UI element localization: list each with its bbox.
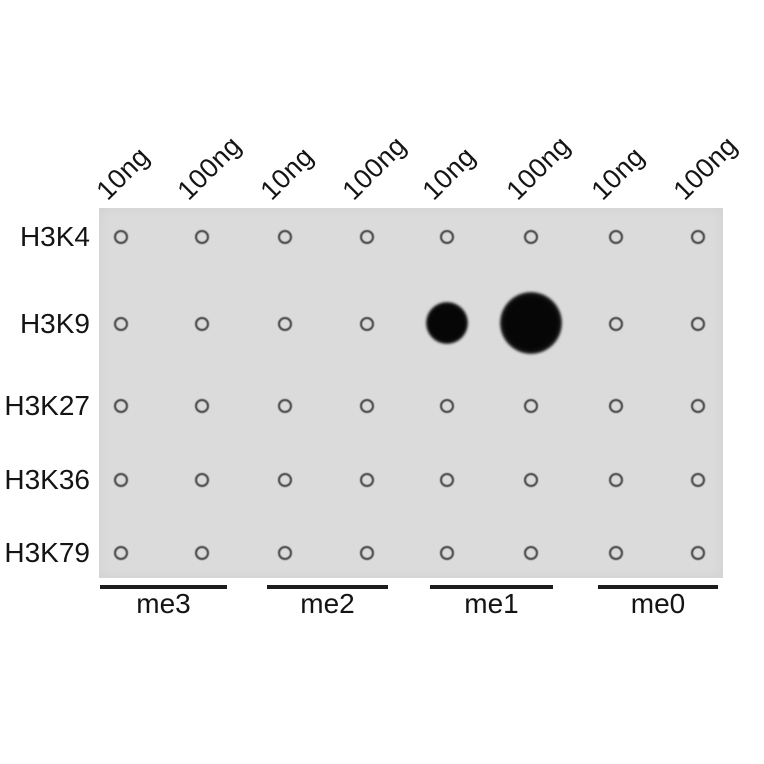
blot-circle <box>359 229 374 244</box>
blot-circle <box>277 316 292 331</box>
blot-membrane <box>99 208 723 578</box>
blot-circle <box>277 398 292 413</box>
blot-circle <box>608 472 623 487</box>
blot-circle <box>113 545 128 560</box>
group-methyl-label: me0 <box>630 588 686 619</box>
blot-circle <box>359 472 374 487</box>
blot-circle <box>277 545 292 560</box>
row-peptide-label: H3K9 <box>19 308 90 339</box>
blot-circle <box>359 545 374 560</box>
group-bar <box>430 585 553 589</box>
blot-circle <box>439 229 454 244</box>
blot-circle <box>690 316 705 331</box>
signal-spot <box>500 292 562 354</box>
group-bar <box>267 585 388 589</box>
row-peptide-label: H3K36 <box>4 464 90 495</box>
column-amount-label: 100ng <box>500 130 576 206</box>
column-amount-label: 10ng <box>585 141 651 206</box>
blot-circle <box>277 472 292 487</box>
group-methyl-label: me2 <box>300 588 355 619</box>
blot-circle <box>690 229 705 244</box>
blot-circle <box>523 545 538 560</box>
blot-circle <box>359 316 374 331</box>
blot-circle <box>194 472 209 487</box>
blot-circle <box>113 316 128 331</box>
group-bar <box>598 585 718 589</box>
blot-circle <box>439 545 454 560</box>
blot-circle <box>113 472 128 487</box>
column-amount-label: 100ng <box>667 130 743 206</box>
blot-circle <box>113 398 128 413</box>
blot-circle <box>194 398 209 413</box>
group-methyl-label: me3 <box>136 588 191 619</box>
row-peptide-label: H3K79 <box>4 537 90 568</box>
blot-circle <box>608 398 623 413</box>
column-amount-label: 100ng <box>171 130 247 206</box>
group-methyl-label: me1 <box>464 588 519 619</box>
group-bar <box>100 585 227 589</box>
blot-circle <box>523 229 538 244</box>
column-amount-label: 100ng <box>336 130 412 206</box>
blot-circle <box>194 545 209 560</box>
blot-circle <box>690 545 705 560</box>
blot-circle <box>194 316 209 331</box>
row-peptide-label: H3K4 <box>19 221 90 252</box>
blot-circle <box>523 472 538 487</box>
blot-circle <box>608 229 623 244</box>
column-amount-label: 10ng <box>90 141 156 206</box>
column-amount-label: 10ng <box>416 141 482 206</box>
blot-circle <box>523 398 538 413</box>
blot-circle <box>608 316 623 331</box>
signal-spot <box>426 302 468 344</box>
blot-circle <box>439 472 454 487</box>
blot-circle <box>113 229 128 244</box>
blot-circle <box>277 229 292 244</box>
row-peptide-label: H3K27 <box>4 390 90 421</box>
blot-circle <box>439 398 454 413</box>
blot-circle <box>194 229 209 244</box>
blot-circle <box>608 545 623 560</box>
blot-circle <box>690 472 705 487</box>
column-amount-label: 10ng <box>254 141 320 206</box>
blot-circle <box>690 398 705 413</box>
blot-circle <box>359 398 374 413</box>
